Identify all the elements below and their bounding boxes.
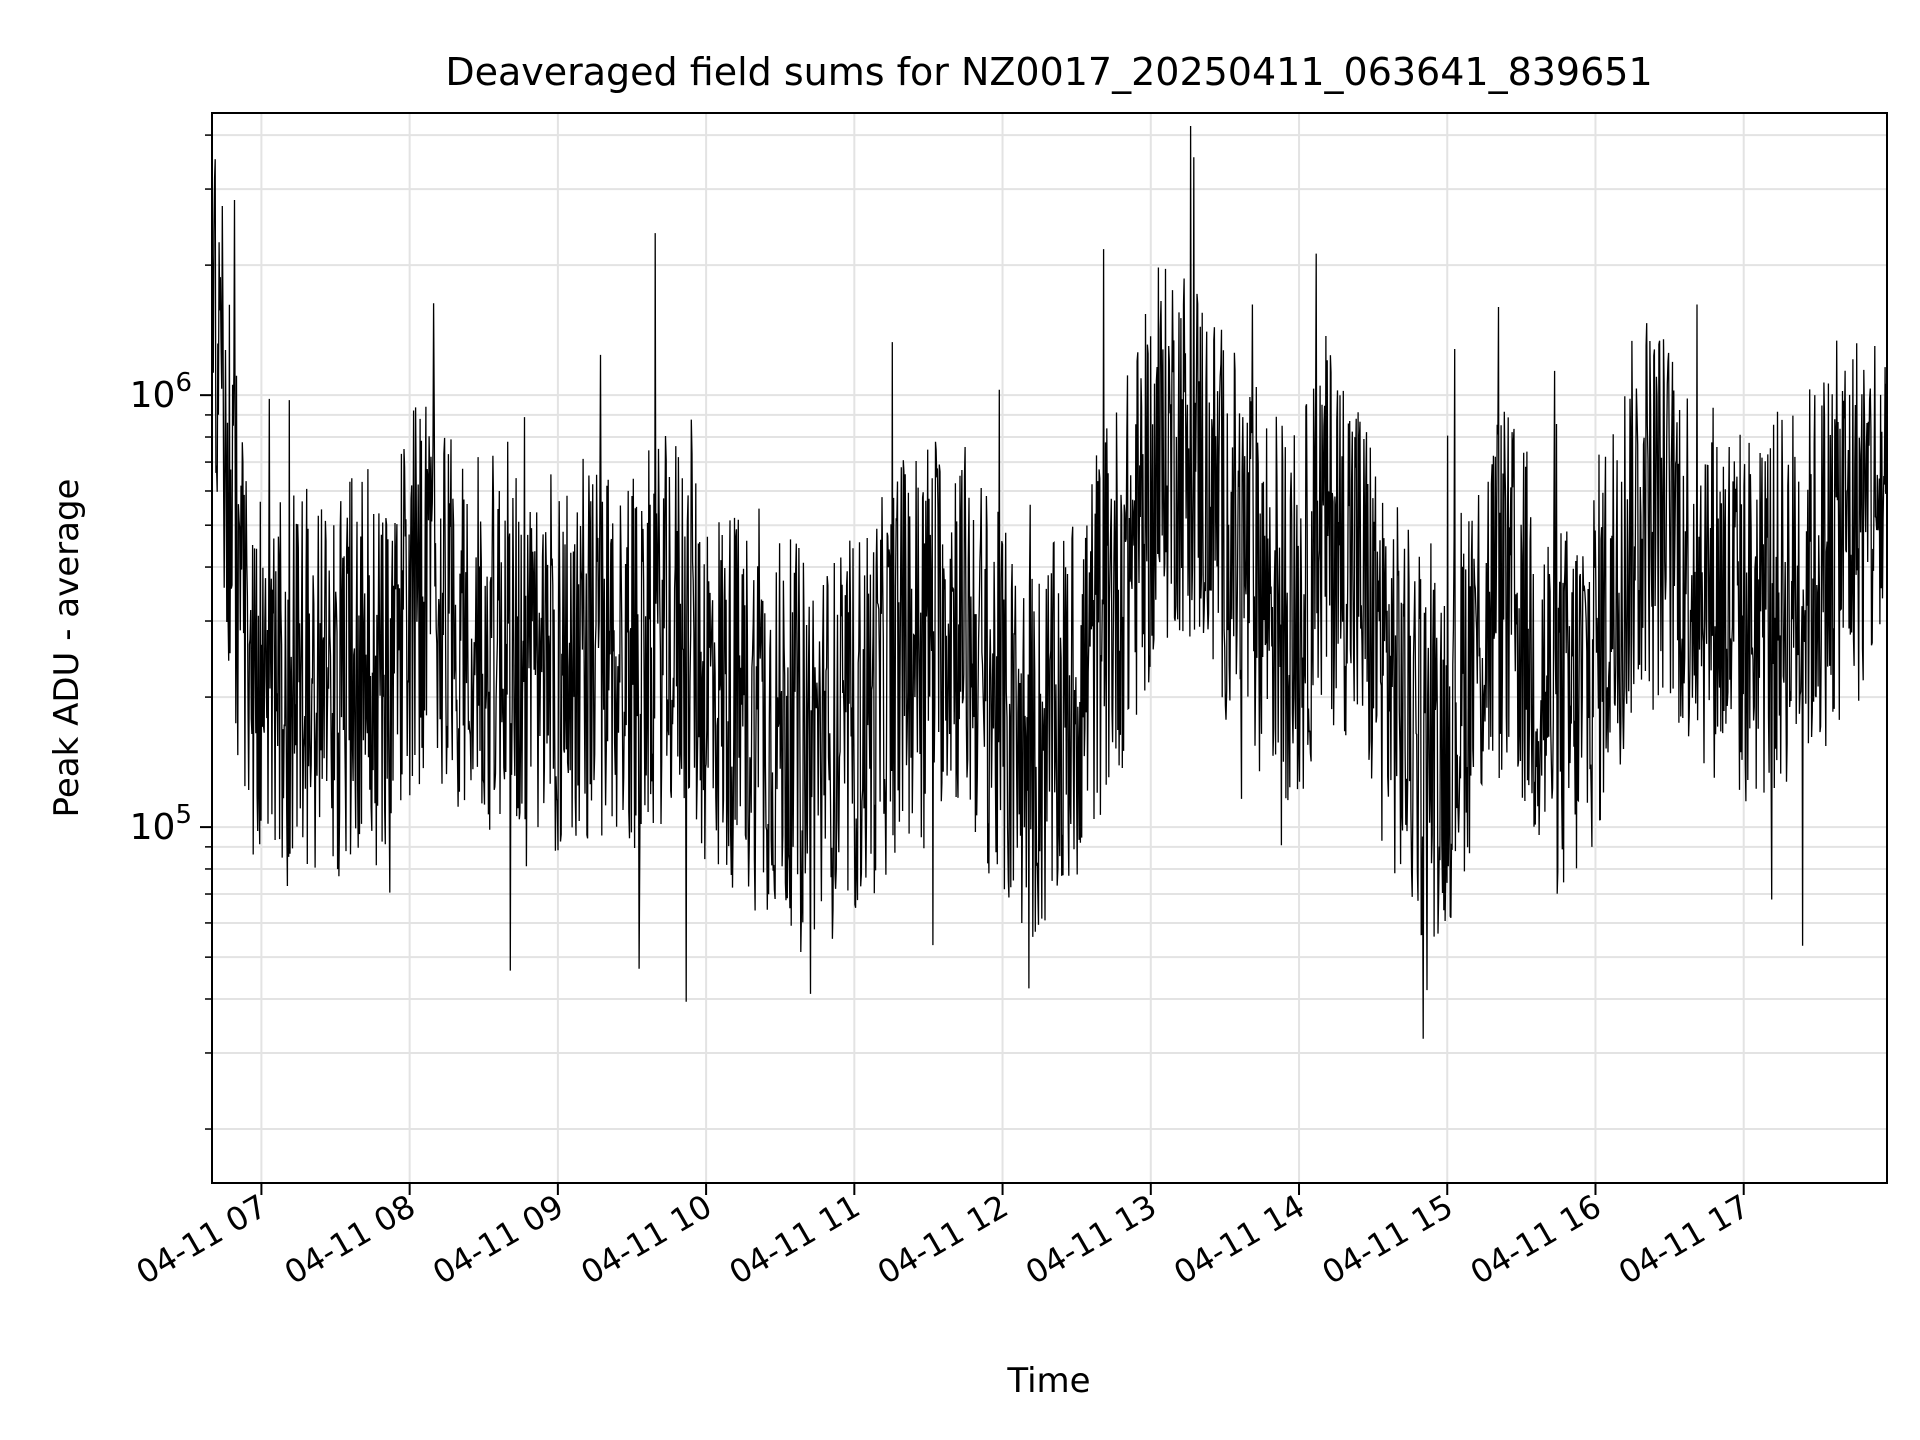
x-tick-label: 04-11 13 <box>1019 1187 1163 1292</box>
y-tick-label: 105 <box>130 800 192 848</box>
y-axis-label: Peak ADU - average <box>47 479 87 818</box>
x-axis-label: Time <box>1006 1361 1090 1401</box>
y-tick-exponent: 6 <box>175 368 192 398</box>
x-tick-label: 04-11 10 <box>575 1187 719 1292</box>
x-tick-label: 04-11 17 <box>1612 1187 1756 1292</box>
x-tick-label: 04-11 08 <box>278 1187 422 1292</box>
x-tick-label: 04-11 14 <box>1167 1187 1311 1292</box>
grid-lines <box>212 113 1887 1183</box>
x-tick-label: 04-11 07 <box>130 1187 274 1292</box>
chart-title: Deaveraged field sums for NZ0017_2025041… <box>445 50 1652 94</box>
y-tick-exponent: 5 <box>175 800 192 830</box>
data-series <box>211 125 1888 1039</box>
y-tick-base: 10 <box>130 375 176 416</box>
x-axis: 04-11 07 04-11 08 04-11 09 04-11 10 04-11 11… <box>130 1183 1756 1292</box>
x-tick-label: 04-11 09 <box>426 1187 570 1292</box>
y-tick-label: 106 <box>130 368 192 416</box>
series-line <box>211 125 1888 1039</box>
x-tick-label: 04-11 11 <box>723 1187 867 1292</box>
x-tick-label: 04-11 12 <box>871 1187 1015 1292</box>
x-tick-label: 04-11 16 <box>1464 1187 1608 1292</box>
plot-frame <box>211 112 1888 1184</box>
x-tick-label: 04-11 15 <box>1316 1187 1460 1292</box>
y-tick-base: 10 <box>130 807 176 848</box>
